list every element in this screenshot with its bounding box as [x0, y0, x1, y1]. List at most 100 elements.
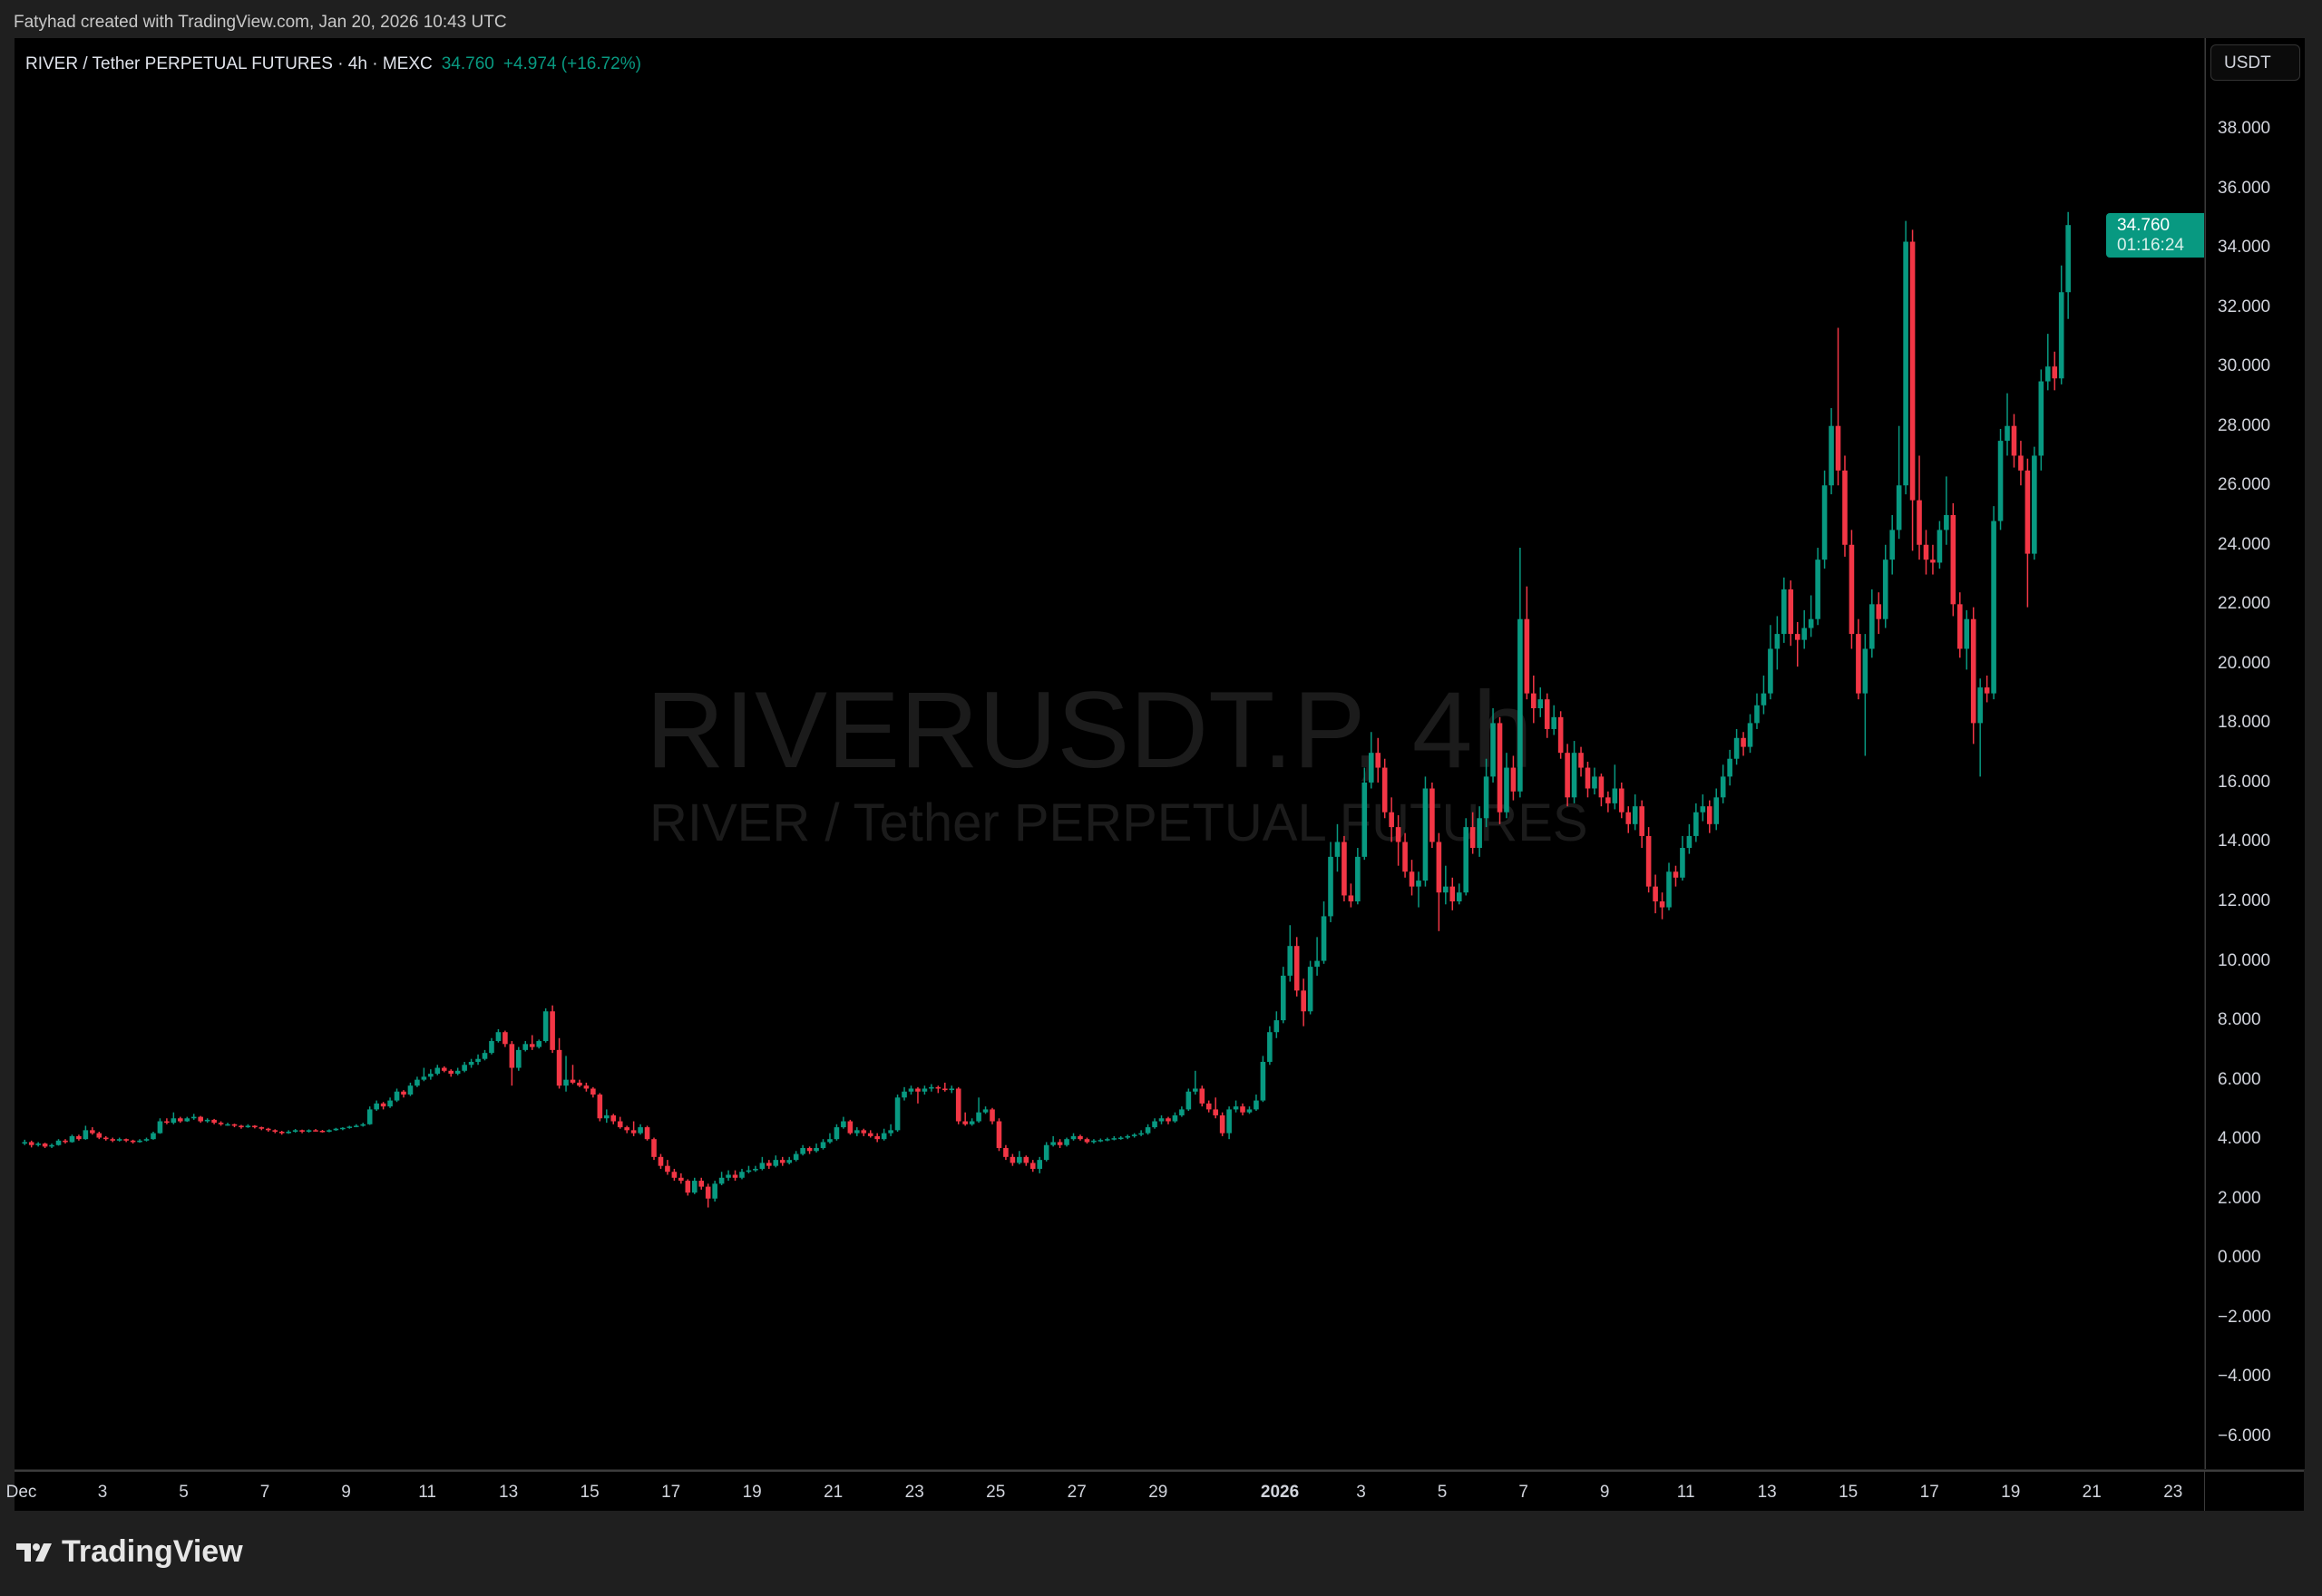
time-axis[interactable]: Dec 3 5 7 9 11 13 15 17 19 21 23 25 27 29 2026 3 5 7 9 11 13 1…	[6, 1470, 2304, 1511]
candle	[22, 1139, 28, 1145]
candle	[2005, 393, 2010, 456]
candle-body	[319, 1131, 326, 1133]
candle	[556, 1037, 562, 1089]
candle-body	[1199, 1088, 1205, 1104]
candle-countdown: 01:16:24	[2117, 236, 2184, 256]
candle	[976, 1097, 981, 1124]
candle	[1524, 586, 1530, 700]
candle	[624, 1125, 629, 1134]
price-tick-label: 30.000	[2218, 356, 2271, 376]
candle-body	[651, 1139, 657, 1157]
candle	[929, 1084, 934, 1092]
candle-body	[415, 1079, 420, 1086]
candle	[482, 1049, 488, 1061]
symbol-legend[interactable]: RIVER / Tether PERPETUAL FUTURES · 4h · …	[25, 54, 641, 74]
candle	[590, 1086, 596, 1098]
candle	[1835, 327, 1841, 486]
candle-body	[2052, 366, 2058, 379]
candle	[2052, 351, 2058, 391]
candle	[1057, 1139, 1063, 1149]
candle-body	[1301, 990, 1306, 1012]
candle-body	[2044, 366, 2051, 382]
candle-body	[1436, 842, 1442, 893]
candle	[102, 1135, 109, 1141]
candle-body	[509, 1044, 515, 1068]
candle	[1997, 428, 2004, 530]
candle	[2032, 446, 2037, 560]
candle	[110, 1137, 116, 1143]
candle	[1585, 762, 1591, 798]
candle-body	[610, 1114, 617, 1122]
candle-body	[49, 1144, 54, 1147]
candle-body	[2024, 470, 2031, 554]
candle	[1145, 1124, 1151, 1135]
candle-body	[1497, 723, 1503, 813]
candle-body	[1794, 634, 1800, 640]
candle	[1618, 782, 1624, 819]
candle	[1632, 794, 1638, 831]
candle	[746, 1165, 752, 1173]
candle	[190, 1114, 197, 1120]
candle	[475, 1054, 481, 1066]
time-tick-label: 25	[986, 1483, 1006, 1502]
candle	[306, 1129, 312, 1133]
candle-body	[421, 1076, 427, 1080]
candle	[542, 1007, 549, 1043]
candle-body	[1659, 901, 1665, 908]
candle-body	[1260, 1061, 1266, 1101]
candle	[1829, 408, 1834, 495]
candle-body	[1653, 886, 1658, 902]
candle-body	[306, 1130, 312, 1132]
candle-body	[63, 1140, 68, 1143]
candle	[1862, 634, 1868, 756]
candle-body	[434, 1067, 441, 1075]
candle	[1882, 544, 1888, 628]
candle-body	[1368, 753, 1374, 783]
time-tick-label: 9	[341, 1483, 351, 1502]
candle-body	[894, 1097, 901, 1131]
candle-body	[516, 1049, 522, 1068]
candle-body	[428, 1074, 434, 1077]
candle	[563, 1056, 569, 1092]
candle	[1172, 1112, 1178, 1124]
candle	[583, 1082, 590, 1092]
candle-body	[1226, 1109, 1232, 1134]
candle-body	[2058, 292, 2064, 379]
candle	[1409, 860, 1415, 896]
candle-body	[1205, 1103, 1212, 1110]
candle	[218, 1121, 224, 1126]
candle-body	[617, 1121, 623, 1128]
candle-body	[630, 1130, 637, 1134]
candle	[1375, 737, 1381, 783]
currency-button[interactable]: USDT	[2210, 44, 2300, 81]
legend-price: 34.760	[441, 54, 494, 73]
candle-body	[327, 1130, 332, 1132]
candle-body	[1930, 560, 1936, 563]
candle	[1117, 1135, 1124, 1140]
candle	[1970, 607, 1976, 744]
candle-body	[380, 1103, 386, 1107]
candle-body	[2038, 381, 2044, 456]
candle-body	[1449, 886, 1456, 902]
price-tick-label: 36.000	[2218, 178, 2271, 198]
candle-body	[137, 1140, 142, 1143]
candle-body	[468, 1061, 474, 1066]
candle	[935, 1085, 941, 1094]
chart-pane[interactable]: RIVERUSDT.P, 4h RIVER / Tether PERPETUAL…	[15, 38, 2204, 1469]
candle-body	[698, 1181, 705, 1187]
candle-body	[360, 1124, 366, 1126]
candle-body	[1747, 723, 1753, 747]
price-tick-label: 24.000	[2218, 534, 2271, 554]
candle	[42, 1143, 48, 1149]
legend-change: +4.974 (+16.72%)	[502, 54, 641, 73]
price-tick-label: −2.000	[2218, 1307, 2271, 1327]
candle	[1849, 530, 1855, 649]
price-axis[interactable]	[2205, 38, 2305, 1469]
tradingview-logo[interactable]: TradingView	[16, 1534, 243, 1570]
candle	[130, 1139, 136, 1144]
candle	[55, 1139, 62, 1146]
candle-body	[1057, 1142, 1063, 1145]
candle	[1504, 753, 1509, 819]
candle	[2058, 265, 2064, 384]
candle-body	[746, 1170, 752, 1173]
